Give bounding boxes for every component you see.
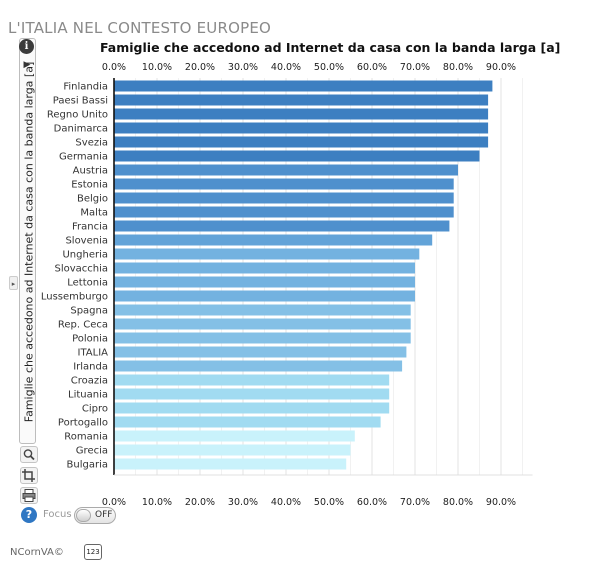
bar (114, 178, 454, 190)
category-label: Germania (59, 152, 108, 163)
category-label: Slovacchia (54, 264, 108, 275)
page-title: L'ITALIA NEL CONTESTO EUROPEO (8, 19, 272, 37)
info-icon[interactable]: i (19, 39, 34, 54)
chart-sidebar: Famiglie che accedono ad Internet da cas… (8, 38, 38, 528)
category-label: Ungheria (62, 250, 108, 261)
category-label: Polonia (72, 334, 108, 345)
bar (114, 332, 411, 344)
category-label: Croazia (71, 376, 108, 387)
category-label: Lettonia (67, 278, 108, 289)
x-tick-label-bottom: 0.0% (102, 497, 126, 508)
bar (114, 318, 411, 330)
bar (114, 290, 415, 302)
focus-toggle-knob (76, 509, 91, 522)
x-tick-label-bottom: 70.0% (400, 497, 430, 508)
x-tick-label-bottom: 20.0% (185, 497, 215, 508)
bar (114, 150, 480, 162)
bar (114, 402, 390, 414)
x-tick-label-bottom: 60.0% (357, 497, 387, 508)
x-tick-label-top: 70.0% (400, 62, 430, 73)
category-label: Rep. Ceca (58, 320, 108, 331)
category-label: Belgio (77, 194, 108, 205)
focus-label: Focus (43, 509, 72, 520)
print-icon (22, 489, 36, 502)
category-label: Spagna (70, 306, 108, 317)
category-label: Svezia (75, 138, 108, 149)
category-label: Danimarca (54, 124, 108, 135)
data-values-button[interactable]: 123 (84, 544, 102, 560)
zoom-button[interactable] (20, 446, 38, 463)
x-tick-label-top: 60.0% (357, 62, 387, 73)
x-tick-label-top: 90.0% (486, 62, 516, 73)
focus-toggle-state: OFF (95, 510, 113, 520)
x-tick-label-top: 0.0% (102, 62, 126, 73)
x-tick-label-top: 20.0% (185, 62, 215, 73)
category-label: Portogallo (58, 418, 108, 429)
bar (114, 276, 415, 288)
category-label: Grecia (76, 446, 108, 457)
brand-label: NCornVA© (10, 547, 64, 558)
x-tick-label-bottom: 50.0% (314, 497, 344, 508)
expand-panel-icon[interactable]: ▸ (9, 276, 18, 290)
help-icon[interactable]: ? (21, 507, 37, 523)
category-label: Lituania (68, 390, 108, 401)
bar (114, 360, 403, 372)
bar (114, 374, 390, 386)
x-tick-label-top: 80.0% (443, 62, 473, 73)
bar (114, 234, 433, 246)
category-label: Slovenia (65, 236, 108, 247)
category-label: Lussemburgo (41, 292, 108, 303)
x-tick-label-top: 40.0% (271, 62, 301, 73)
bar (114, 192, 454, 204)
bar (114, 220, 450, 232)
x-tick-label-top: 10.0% (142, 62, 172, 73)
bar (114, 164, 458, 176)
category-label: Malta (80, 208, 108, 219)
x-tick-label-bottom: 80.0% (443, 497, 473, 508)
bar (114, 430, 355, 442)
chart-title: Famiglie che accedono ad Internet da cas… (100, 40, 561, 55)
x-tick-label-top: 30.0% (228, 62, 258, 73)
x-tick-label-bottom: 30.0% (228, 497, 258, 508)
category-label: Romania (64, 432, 108, 443)
category-label: Cipro (82, 404, 108, 415)
zoom-icon (23, 449, 35, 461)
category-label: Bulgaria (67, 460, 108, 471)
bar (114, 262, 415, 274)
crop-button[interactable] (20, 467, 38, 484)
category-label: ITALIA (78, 348, 109, 359)
play-icon[interactable]: ▶ (23, 60, 31, 70)
category-label: Estonia (71, 180, 108, 191)
category-label: Finlandia (63, 82, 108, 93)
bar (114, 122, 489, 134)
category-label: Regno Unito (47, 110, 108, 121)
x-tick-label-bottom: 90.0% (486, 497, 516, 508)
print-button[interactable] (20, 487, 38, 504)
bar (114, 346, 407, 358)
category-label: Irlanda (73, 362, 108, 373)
category-label: Austria (73, 166, 108, 177)
x-tick-label-bottom: 10.0% (142, 497, 172, 508)
crop-icon (22, 469, 35, 482)
bar (114, 248, 420, 260)
bar (114, 108, 489, 120)
bar (114, 458, 347, 470)
bar (114, 94, 489, 106)
x-tick-label-bottom: 40.0% (271, 497, 301, 508)
indicator-tab[interactable]: Famiglie che accedono ad Internet da cas… (19, 38, 36, 444)
bar (114, 444, 351, 456)
bar (114, 206, 454, 218)
bar (114, 416, 381, 428)
bar (114, 388, 390, 400)
bar (114, 136, 489, 148)
category-label: Paesi Bassi (53, 96, 108, 107)
category-label: Francia (72, 222, 108, 233)
bar (114, 80, 493, 92)
bar (114, 304, 411, 316)
x-tick-label-top: 50.0% (314, 62, 344, 73)
focus-toggle[interactable]: OFF (74, 507, 116, 524)
